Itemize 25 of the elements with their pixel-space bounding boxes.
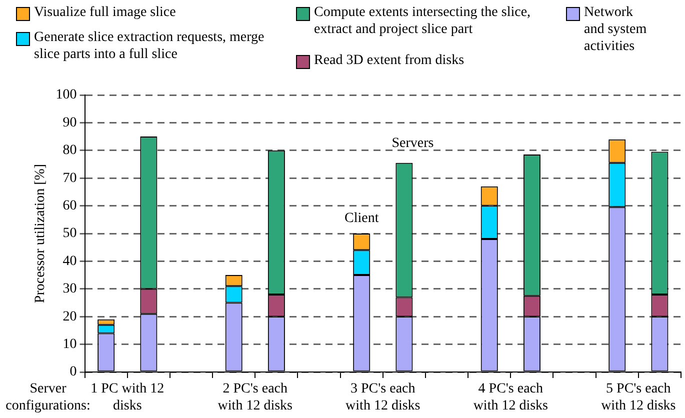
text: Server configurations:	[6, 382, 90, 414]
y-tick-label: 90	[62, 115, 77, 130]
y-tick-label: 40	[62, 254, 77, 269]
legend-label: Generate slice extraction requests, merge slice parts into a full slice	[34, 29, 266, 63]
y-tick-label: 80	[62, 143, 77, 158]
y-tick-label: 10	[62, 336, 77, 352]
legend-label: Read 3D extent from disks	[314, 52, 464, 69]
y-tick-label: 30	[62, 282, 77, 297]
x-tick-label: 5 PC's each with 12 disks	[601, 382, 676, 414]
annotation: Client	[344, 210, 379, 226]
legend-label: Network and system activities	[584, 4, 648, 55]
legend-label: Compute extents intersecting the slice, extract and project slice part	[314, 4, 532, 38]
x-tick-label: 1 PC with 12 disks	[90, 382, 164, 414]
x-tick-label: 4 PC's each with 12 disks	[473, 382, 548, 414]
y-tick-label: 50	[62, 226, 77, 242]
legend-label: Visualize full image slice	[34, 4, 176, 21]
x-tick-label: 2 PC's each with 12 disks	[218, 382, 292, 414]
y-tick-label: 60	[62, 198, 77, 214]
y-tick-label: 0	[70, 364, 77, 380]
y-tick-label: 70	[62, 170, 77, 186]
y-tick-label: 100	[56, 88, 77, 103]
y-tick-label: 20	[62, 309, 77, 324]
x-tick-label: 3 PC's each with 12 disks	[346, 382, 420, 414]
y-axis-title: Processor utilization [%]	[33, 164, 48, 304]
annotation: Servers	[392, 136, 434, 152]
